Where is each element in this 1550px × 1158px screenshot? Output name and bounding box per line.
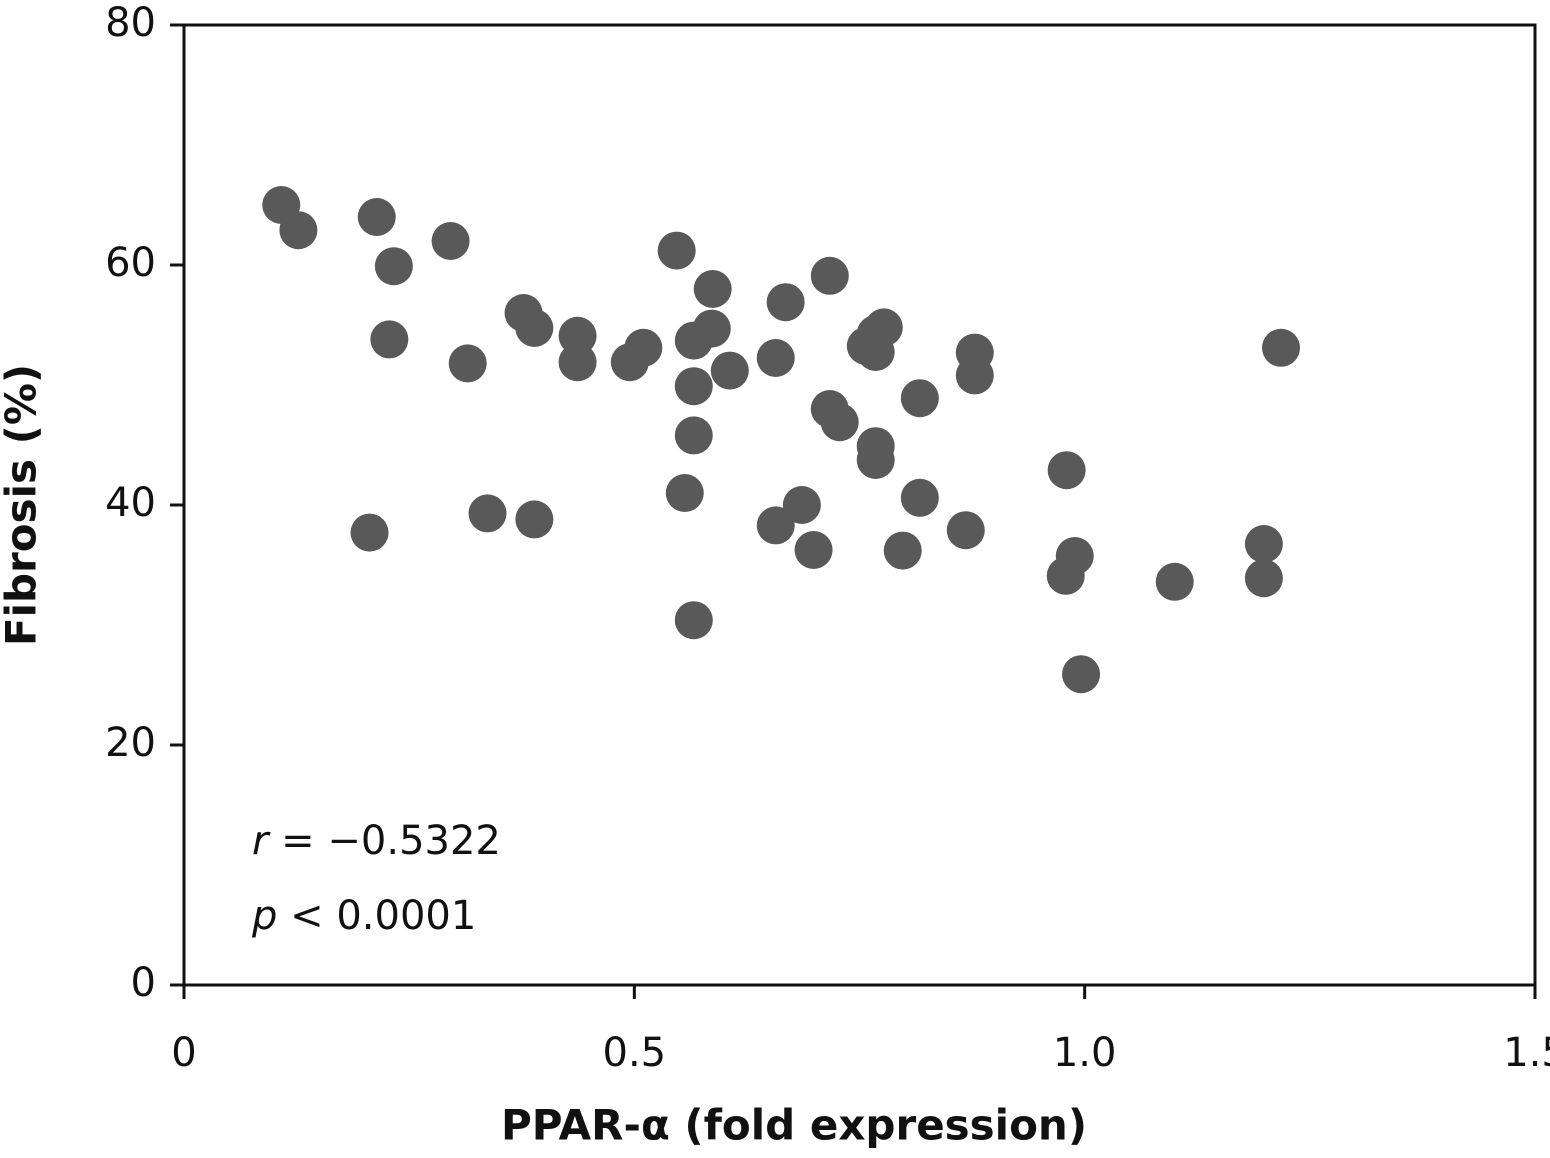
x-tick-label: 0.5 [603,1030,667,1076]
data-point [794,531,833,569]
data-point [674,321,713,360]
data-point [357,198,396,236]
data-point [515,500,554,539]
annotation: r = −0.5322 [252,818,501,864]
data-point [710,351,749,390]
x-tick-label: 1.5 [1503,1030,1550,1076]
y-tick-label: 20 [105,720,156,766]
data-point [955,356,994,395]
data-point [374,247,413,286]
data-point [624,328,663,367]
annotation: p < 0.0001 [251,893,476,939]
y-tick-label: 80 [105,0,156,46]
data-point [900,478,939,517]
data-point [693,270,732,308]
data-point [900,379,939,418]
data-point [674,601,713,640]
data-point [665,474,704,512]
data-point [756,339,795,377]
data-point [883,531,922,570]
data-point [431,222,470,260]
data-point [1047,451,1086,490]
data-point [1262,328,1301,367]
x-axis-label: PPAR-α (fold expression) [501,1101,1087,1150]
x-tick-label: 1.0 [1053,1030,1117,1076]
data-point [448,344,487,383]
data-point [558,316,597,355]
data-point [350,513,389,552]
data-point [810,256,849,295]
y-axis-label: Fibrosis (%) [0,364,46,646]
data-point [1155,562,1194,601]
data-point [856,441,895,479]
data-point [370,320,409,359]
y-tick-label: 60 [105,240,156,286]
data-point [1244,525,1283,563]
data-point [674,416,713,455]
data-point [756,506,795,545]
data-point [279,211,318,250]
data-point [856,333,895,371]
data-point [820,403,859,442]
data-point [1046,556,1085,595]
data-point [946,511,985,550]
data-point [1244,559,1283,598]
data-point [657,231,696,270]
data-point [674,367,713,406]
data-point [782,486,821,524]
data-point [515,309,554,347]
data-point [468,494,507,533]
data-point [1062,655,1101,694]
data-point [558,343,597,382]
y-tick-label: 40 [105,480,156,526]
data-point [766,283,805,322]
x-tick-label: 0 [171,1030,196,1076]
y-tick-label: 0 [131,960,156,1006]
